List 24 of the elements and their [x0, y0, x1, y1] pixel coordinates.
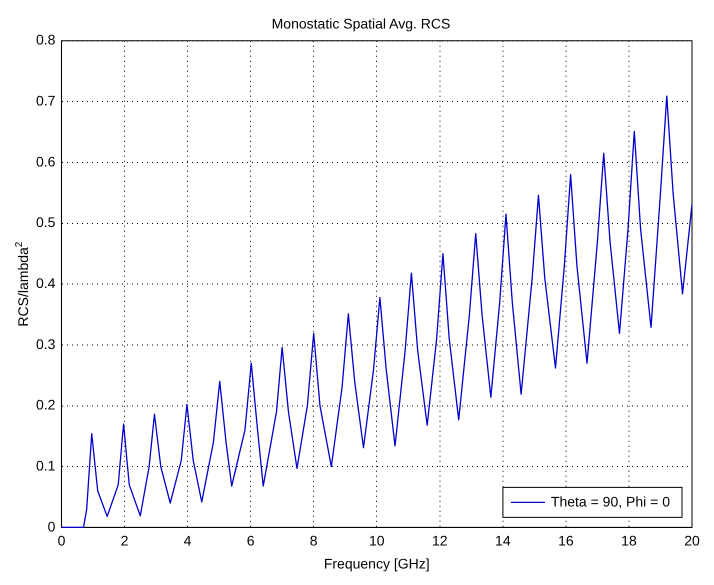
y-tick-label: 0.1: [36, 457, 56, 474]
y-tick-label: 0: [48, 518, 56, 534]
x-tick-label: 20: [684, 532, 700, 549]
y-tick-label: 0.2: [36, 396, 56, 413]
x-tick-label: 12: [432, 532, 448, 549]
y-axis-title: RCS/lambda2: [14, 241, 31, 327]
x-tick-label: 18: [621, 532, 637, 549]
x-tick-label: 0: [58, 532, 66, 549]
legend-label: Theta = 90, Phi = 0: [550, 493, 670, 510]
chart-title: Monostatic Spatial Avg. RCS: [272, 15, 450, 32]
y-tick-label: 0.6: [36, 153, 56, 170]
x-tick-label: 2: [120, 532, 129, 549]
x-tick-label: 6: [246, 532, 255, 549]
x-tick-label: 16: [558, 532, 574, 549]
x-axis-title: Frequency [GHz]: [324, 555, 430, 572]
y-tick-label: 0.7: [36, 92, 56, 108]
x-tick-label: 8: [310, 532, 318, 549]
x-tick-label: 10: [368, 532, 385, 549]
y-tick-label: 0.4: [36, 274, 56, 291]
x-tick-label: 14: [495, 532, 511, 549]
y-tick-label: 0.3: [36, 336, 56, 352]
y-tick-label: 0.5: [36, 214, 56, 230]
y-tick-label: 0.8: [36, 32, 56, 48]
x-tick-label: 4: [184, 532, 192, 549]
